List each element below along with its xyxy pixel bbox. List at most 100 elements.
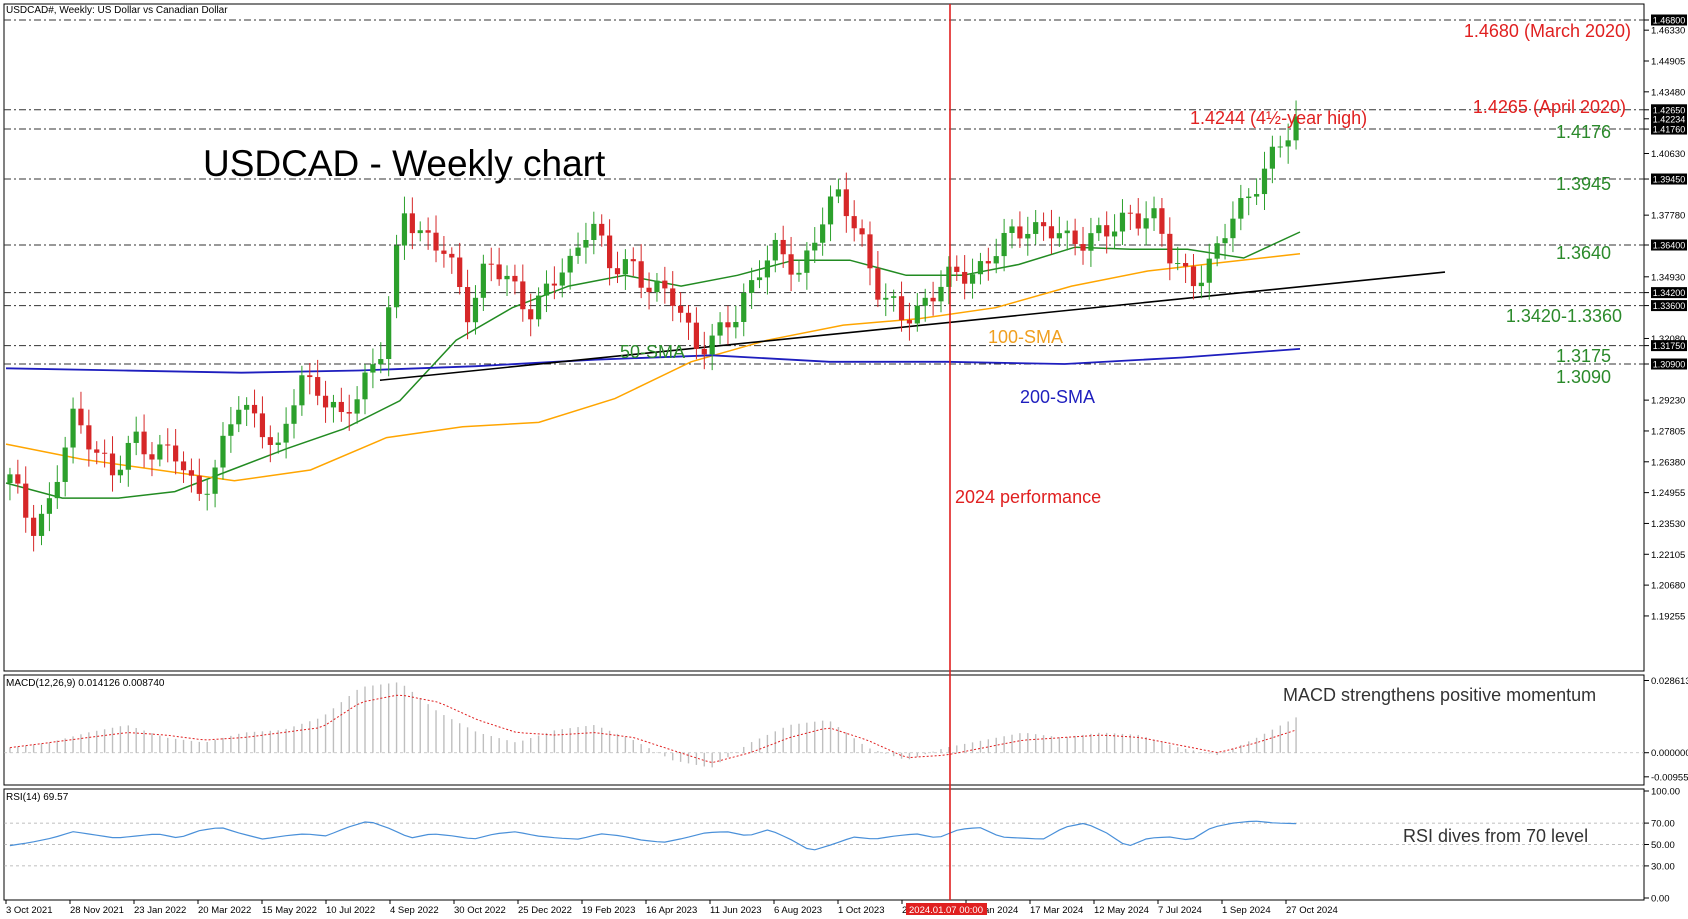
candle-body xyxy=(417,230,423,234)
candle-body xyxy=(859,228,865,235)
candle-body xyxy=(583,239,589,248)
annotation-march-2020: 1.4680 (March 2020) xyxy=(1464,21,1631,41)
candle-body xyxy=(409,213,415,234)
candle-body xyxy=(464,287,471,323)
candle-body xyxy=(244,404,250,410)
support-trendline xyxy=(379,271,1446,382)
time-axis: 3 Oct 2021 28 Nov 2021 23 Jan 2022 20 Mar 2… xyxy=(5,900,1338,916)
candle-body xyxy=(378,359,384,365)
candle-body xyxy=(756,277,763,281)
candle-body xyxy=(520,281,526,310)
candle-body xyxy=(543,283,550,296)
time-tick-label: 12 May 2024 xyxy=(1094,905,1149,916)
candle-body xyxy=(283,423,289,443)
candle-body xyxy=(307,375,313,378)
time-tick-label: 15 May 2022 xyxy=(262,905,317,916)
candle-body xyxy=(938,286,944,302)
annotation-50-sma: 50-SMA xyxy=(620,342,685,362)
candle-body xyxy=(94,449,100,453)
candlesticks xyxy=(7,100,1299,552)
price-tick-box xyxy=(1651,123,1687,135)
candle-body xyxy=(835,189,842,197)
candle-body xyxy=(962,271,968,284)
time-tick-label: 27 Oct 2024 xyxy=(1286,905,1338,916)
candle-body xyxy=(1064,230,1070,234)
price-tick-box xyxy=(1651,239,1687,251)
candle-body xyxy=(914,305,920,324)
candle-body xyxy=(7,474,13,483)
candle-body xyxy=(891,296,897,298)
time-tick-label: 1 Oct 2023 xyxy=(838,905,884,916)
candle-body xyxy=(149,454,155,460)
time-tick-label: 21 Jan 2024 xyxy=(966,905,1018,916)
price-levels xyxy=(4,19,1644,365)
price-tick-label: 1.39450 xyxy=(1653,175,1686,185)
price-tick-label: 1.22105 xyxy=(1651,550,1685,561)
symbol-title: USDCAD#, Weekly: US Dollar vs Canadian D… xyxy=(6,5,228,16)
price-tick-label: 1.19255 xyxy=(1651,611,1685,622)
candle-body xyxy=(62,447,68,482)
candle-body xyxy=(528,309,534,320)
candle-body xyxy=(567,255,573,273)
price-tick-label: 1.30900 xyxy=(1653,360,1686,370)
candle-body xyxy=(1135,213,1141,229)
annotation-4-5-year-high: 1.4244 (4½-year high) xyxy=(1190,108,1367,128)
candle-body xyxy=(772,239,778,261)
candle-body xyxy=(922,297,928,306)
candle-body xyxy=(109,453,116,476)
candle-body xyxy=(141,431,147,455)
time-tick-label: 16 Apr 2023 xyxy=(646,905,697,916)
candle-body xyxy=(425,230,431,233)
candle-body xyxy=(1104,225,1110,237)
candle-body xyxy=(1072,230,1078,245)
price-tick-label: 1.40630 xyxy=(1651,149,1685,160)
candle-body xyxy=(38,513,45,536)
price-tick-label: 1.24955 xyxy=(1651,488,1685,499)
candle-body xyxy=(977,261,984,275)
candle-body xyxy=(1190,266,1197,287)
candle-body xyxy=(1088,233,1094,251)
price-tick-label: 1.44905 xyxy=(1651,56,1685,67)
macd-tick-label: 0.028613 xyxy=(1651,676,1688,687)
candle-body xyxy=(212,467,218,494)
candle-body xyxy=(954,266,960,272)
candle-body xyxy=(622,259,628,275)
candle-body xyxy=(1033,222,1039,234)
candle-body xyxy=(764,260,771,278)
candle-body xyxy=(54,481,60,499)
candle-body xyxy=(291,405,297,424)
annotation-2024-performance: 2024 performance xyxy=(955,487,1101,507)
candle-body xyxy=(820,224,826,243)
macd-signal-line xyxy=(9,694,1297,764)
candle-body xyxy=(86,425,92,450)
annotation-level-13945: 1.3945 xyxy=(1556,174,1611,194)
candle-body xyxy=(173,445,179,462)
rsi-tick-label: 100.00 xyxy=(1651,787,1680,798)
candle-body xyxy=(196,475,202,494)
candle-body xyxy=(693,322,699,349)
candle-body xyxy=(827,196,834,225)
candle-body xyxy=(1206,258,1212,283)
candle-body xyxy=(315,377,321,396)
candle-body xyxy=(46,498,52,514)
price-tick-box xyxy=(1651,173,1687,185)
macd-tick-label: 0.000000 xyxy=(1651,748,1688,759)
candle-body xyxy=(338,401,344,413)
candle-body xyxy=(1293,116,1299,141)
annotation-200-sma: 200-SMA xyxy=(1020,387,1095,407)
price-tick-label: 1.26380 xyxy=(1651,457,1685,468)
candle-body xyxy=(228,424,234,436)
candle-body xyxy=(1254,194,1260,197)
annotation-level-13090: 1.3090 xyxy=(1556,367,1611,387)
candle-body xyxy=(654,280,660,293)
candle-body xyxy=(512,275,518,282)
macd-label: MACD(12,26,9) 0.014126 0.008740 xyxy=(6,678,165,689)
rsi-label: RSI(14) 69.57 xyxy=(6,792,69,803)
candle-body xyxy=(393,245,400,308)
candle-body xyxy=(1214,243,1220,259)
candle-body xyxy=(1025,233,1031,239)
price-tick-label: 1.20680 xyxy=(1651,581,1685,592)
price-tick-label: 1.43480 xyxy=(1651,87,1685,98)
candle-body xyxy=(804,250,810,273)
